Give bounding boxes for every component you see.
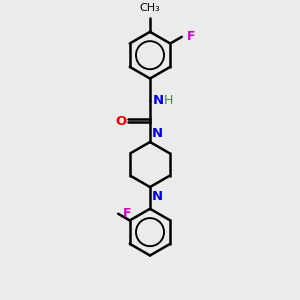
- Text: F: F: [123, 207, 132, 220]
- Text: CH₃: CH₃: [140, 3, 160, 13]
- Text: N: N: [152, 127, 163, 140]
- Text: H: H: [164, 94, 174, 107]
- Text: N: N: [152, 190, 163, 202]
- Text: O: O: [115, 116, 126, 128]
- Text: F: F: [187, 30, 195, 43]
- Text: N: N: [152, 94, 164, 107]
